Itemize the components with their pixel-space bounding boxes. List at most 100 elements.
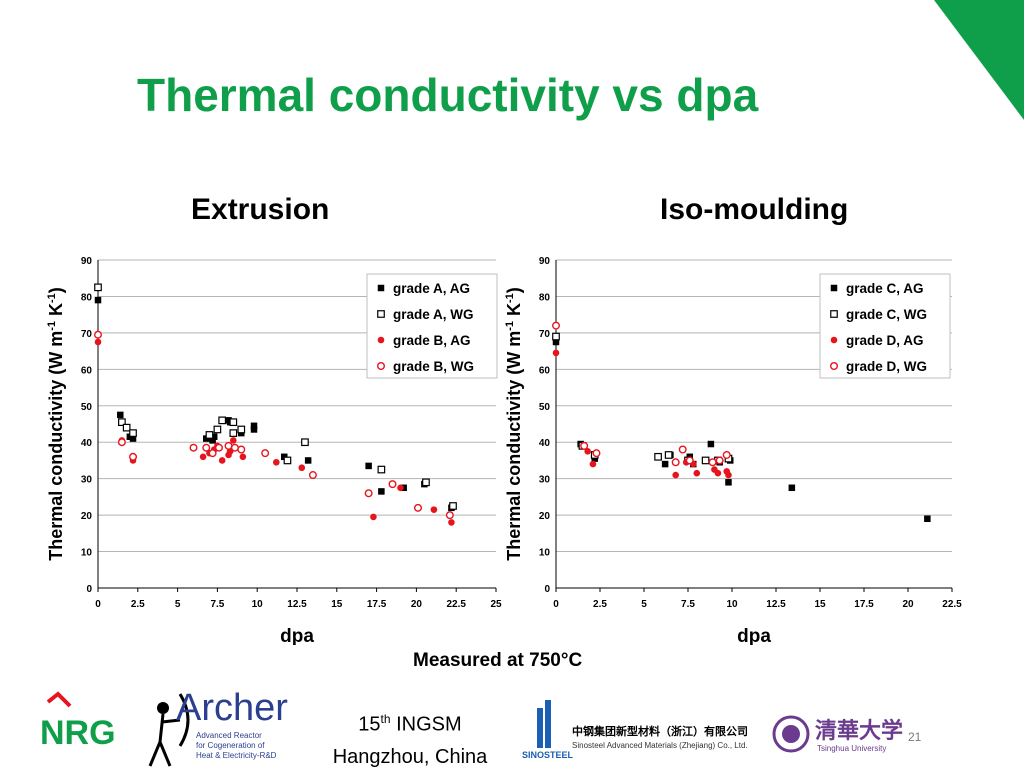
chart-title-extrusion: Extrusion [191,193,330,226]
series-grade-c-wg [552,332,733,465]
data-point [202,443,211,452]
data-point [230,443,239,452]
y-tick-label: 0 [544,584,550,595]
tsinghua-logo: 清華大学 Tsinghua University [772,715,903,753]
legend-entry-grade-d-ag: grade D, AG [846,333,924,348]
data-point [224,441,233,450]
data-point [701,456,710,465]
data-point [230,437,237,444]
x-tick-label: 7.5 [681,599,695,610]
data-point [722,450,731,459]
legend-marker [830,310,838,318]
legend-marker [830,361,839,370]
archer-tagline-1: Advanced Reactor [196,731,262,740]
page-number: 21 [908,730,922,744]
y-tick-label: 10 [81,548,93,559]
data-point [189,443,198,452]
x-tick-label: 22.5 [446,599,466,610]
data-point [365,462,372,470]
data-point [592,449,601,458]
archer-tagline-3: Heat & Electricity-R&D [196,751,277,760]
data-point [239,453,247,461]
data-point [218,416,227,425]
data-point [664,451,673,459]
data-point [229,418,238,427]
nrg-logo: NRG [40,691,116,752]
data-point [237,425,246,434]
x-tick-label: 12.5 [287,599,307,610]
legend-entry-grade-c-ag: grade C, AG [846,281,924,296]
y-tick-label: 60 [539,365,551,376]
tsinghua-english-name: Tsinghua University [817,744,886,753]
data-point [117,438,126,447]
data-point [301,438,309,447]
data-point [552,321,561,330]
data-point [205,431,214,439]
y-tick-label: 80 [81,292,93,303]
x-tick-label: 17.5 [367,599,387,610]
data-point [693,469,701,477]
archer-logo-text: Archer [176,687,288,729]
y-tick-label: 50 [539,402,551,413]
x-tick-label: 20 [411,599,423,610]
x-tick-label: 17.5 [854,599,874,610]
data-point [308,471,317,480]
x-tick-label: 2.5 [593,599,607,610]
x-axis-label: dpa [280,626,314,645]
corner-accent [934,0,1024,120]
data-point [552,338,560,346]
data-point [580,441,589,450]
y-tick-label: 40 [539,438,551,449]
data-point [261,449,270,458]
y-tick-label: 20 [81,511,93,522]
data-point [122,423,131,432]
archer-logo: Archer Advanced Reactor for Cogeneration… [140,682,290,768]
sinosteel-logo: SINOSTEEL 中钢集团新型材料（浙江）有限公司 Sinosteel Adv… [522,700,748,760]
data-point [449,502,457,510]
y-tick-label: 70 [539,329,551,340]
data-point [413,503,422,512]
legend-marker [377,284,385,292]
slide-title: Thermal conductivity vs dpa [137,69,759,121]
data-point [117,411,124,419]
data-point [218,457,226,464]
tsinghua-chinese-name: 清華大学 [815,718,903,743]
data-point [672,471,679,479]
y-tick-label: 90 [81,256,93,267]
data-point [924,515,931,523]
data-point [129,435,137,442]
legend-box [366,273,498,379]
conference-name: 15th INGSM [358,712,462,736]
x-tick-label: 10 [726,599,738,610]
data-point [94,338,102,346]
data-point [129,429,137,437]
data-point [378,488,385,495]
legend-marker [830,336,838,344]
series-grade-b-wg [94,330,454,520]
data-point [714,469,722,477]
series-grade-a-wg [94,283,457,510]
x-tick-label: 15 [814,599,826,610]
legend-marker [377,310,385,318]
y-tick-label: 10 [539,548,551,559]
data-point [94,296,102,304]
data-point [430,506,438,513]
data-point [654,452,662,461]
data-point [661,460,669,468]
conference-info: 15th INGSM Hangzhou, China [310,703,510,773]
data-point [364,489,373,498]
x-tick-label: 0 [95,599,101,610]
data-point [377,465,386,474]
data-point [250,426,258,433]
y-tick-label: 70 [81,329,93,340]
sinosteel-english-name: Sinosteel Advanced Materials (Zhejiang) … [572,741,748,750]
data-point [445,511,454,520]
x-tick-label: 12.5 [766,599,786,610]
data-point [707,440,715,448]
y-tick-label: 0 [86,584,92,595]
y-axis-label: Thermal conductivity (W m-1 K-1) [46,287,66,561]
x-tick-label: 25 [490,599,502,610]
data-point [708,458,717,467]
legend-entry-grade-a-wg: grade A, WG [393,307,474,322]
x-axis-label: dpa [737,626,771,645]
